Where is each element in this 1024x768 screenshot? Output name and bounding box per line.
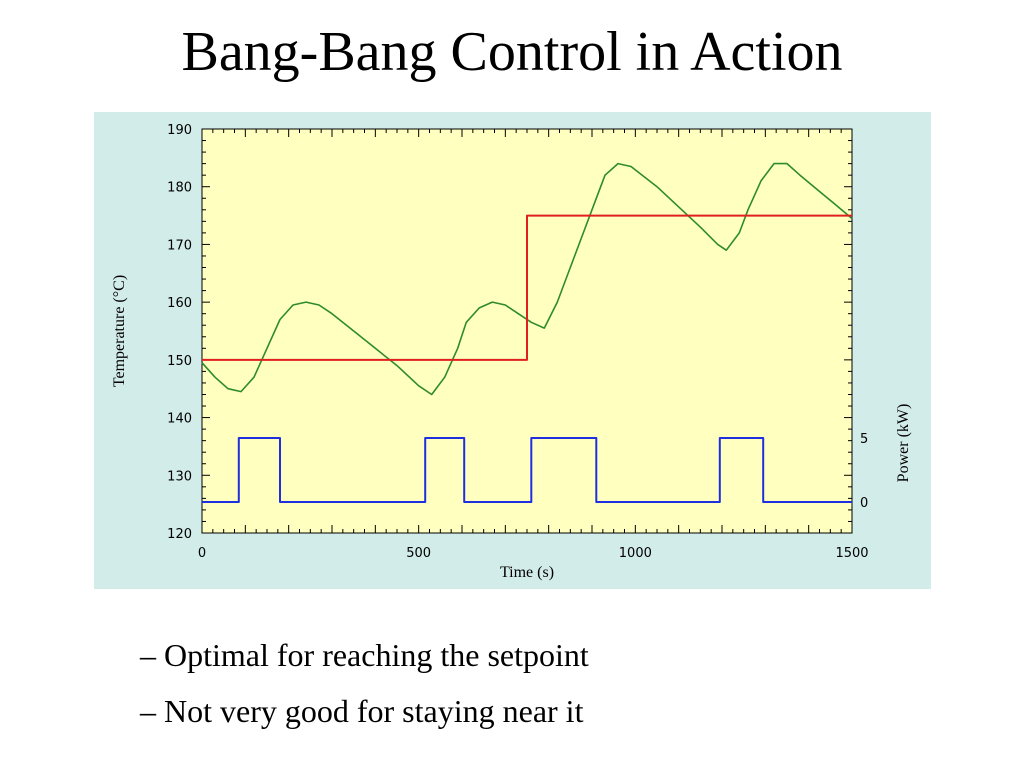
y-tick-label: 160: [167, 296, 192, 311]
y-tick-label: 130: [167, 469, 192, 484]
y2-ticks: 05: [860, 432, 868, 511]
y-tick-label: 150: [167, 354, 192, 369]
series-layer: [201, 162, 853, 503]
setpoint-series-line: [202, 214, 852, 361]
power-series-line: [202, 437, 852, 503]
x-tick-label: 500: [406, 546, 431, 561]
slide-title: Bang-Bang Control in Action: [181, 21, 843, 83]
bullet-list: – Optimal for reaching the setpoint – No…: [140, 630, 589, 742]
bullet-item-1: – Optimal for reaching the setpoint: [140, 637, 589, 673]
y-tick-label: 170: [167, 238, 192, 253]
y2-tick-label: 0: [860, 496, 868, 511]
x-axis-title: Time (s): [500, 564, 554, 581]
bullet-item-2: – Not very good for staying near it: [140, 693, 584, 729]
x-ticks: 0 500 1000 1500: [198, 129, 869, 561]
x-tick-label: 0: [198, 546, 206, 561]
y-tick-label: 120: [167, 527, 192, 542]
y-tick-label: 180: [167, 181, 192, 196]
y2-tick-label: 5: [860, 432, 868, 447]
y-axis-title: Temperature (°C): [111, 275, 128, 387]
x-tick-label: 1000: [619, 546, 652, 561]
y2-axis-title: Power (kW): [895, 404, 912, 483]
x-tick-label: 1500: [835, 546, 868, 561]
y-tick-label: 140: [167, 412, 192, 427]
y-tick-label: 190: [167, 123, 192, 138]
temperature-series-line: [201, 162, 853, 396]
y-ticks: 120 130 140 150 160 170 180 190: [167, 123, 852, 542]
